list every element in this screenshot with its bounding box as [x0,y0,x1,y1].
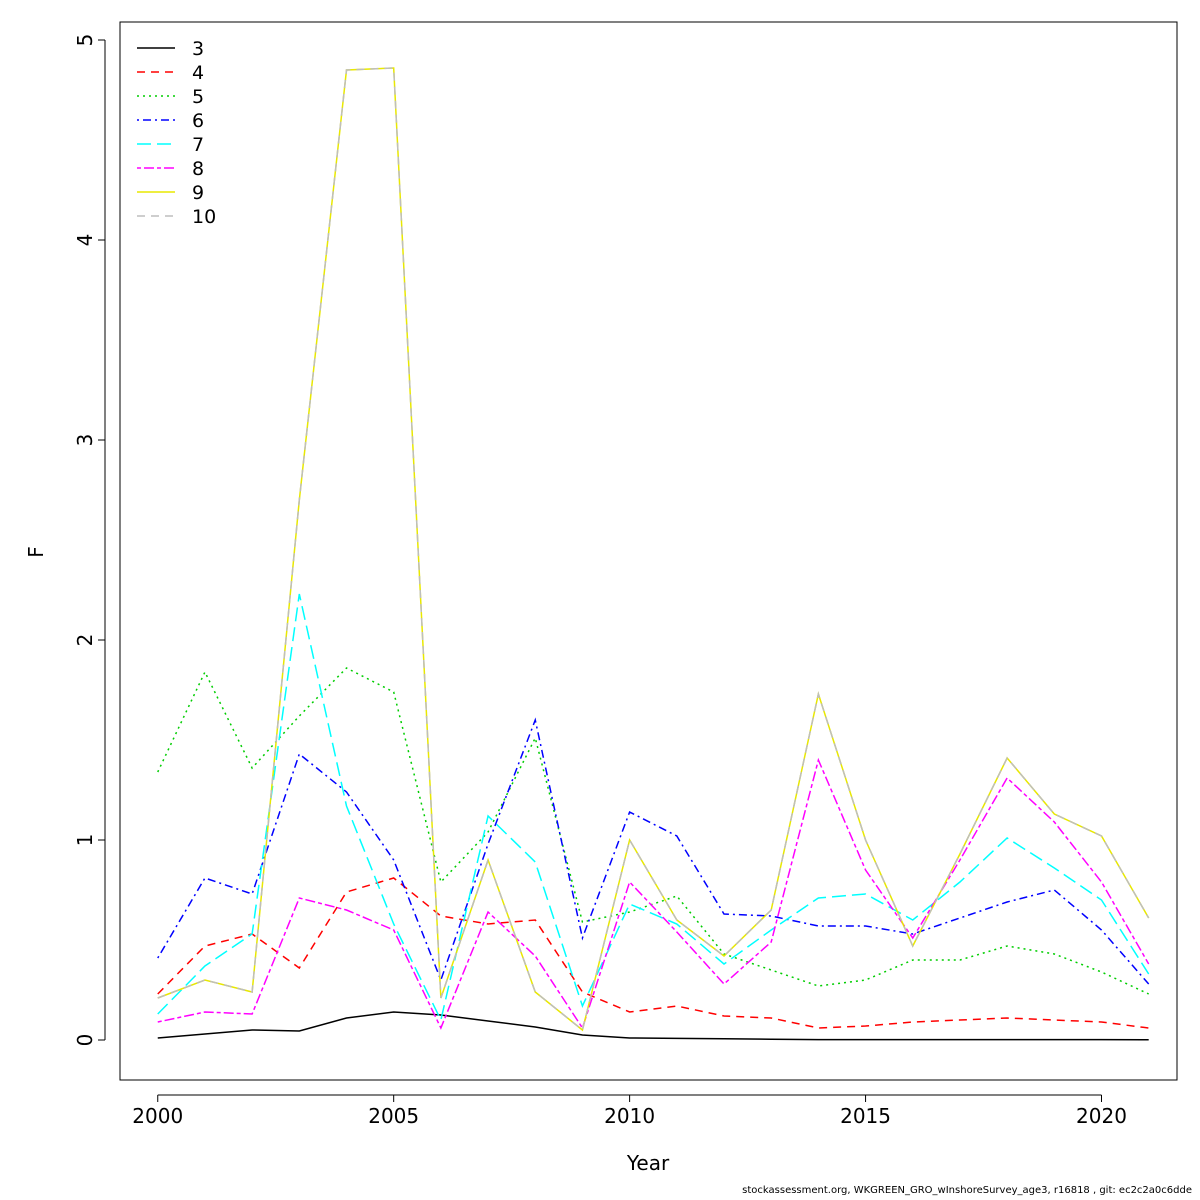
x-tick-label: 2015 [840,1104,891,1128]
legend-label-5: 5 [192,86,204,108]
legend-label-4: 4 [192,62,204,84]
legend-label-9: 9 [192,182,204,204]
y-tick-label: 4 [73,234,97,247]
x-axis: 2000 2005 2010 2015 2020 [132,1094,1127,1128]
plot-frame [119,21,1178,1081]
y-tick-label: 3 [73,434,97,447]
series-line-7 [157,593,1150,1023]
y-tick-label: 5 [73,34,97,47]
x-tick-label: 2005 [368,1104,419,1128]
y-axis: 0 1 2 3 4 5 [73,34,106,1047]
x-axis-label: Year [626,1151,670,1175]
footer-credit: stockassessment.org, WKGREEN_GRO_wInshor… [742,1185,1192,1196]
y-tick-label: 2 [73,634,97,647]
legend-label-3: 3 [192,38,204,60]
y-axis-label: F [24,546,48,558]
series-line-5 [157,667,1150,995]
x-tick-label: 2020 [1076,1104,1127,1128]
y-tick-label: 0 [73,1034,97,1047]
series-line-3 [157,1011,1149,1041]
y-tick-label: 1 [73,834,97,847]
legend-label-10: 10 [192,206,216,228]
series-layer [157,67,1150,1041]
series-line-9 [157,67,1150,1032]
series-line-10 [157,67,1150,1032]
legend-label-7: 7 [192,134,204,156]
x-tick-label: 2010 [604,1104,655,1128]
x-tick-label: 2000 [132,1104,183,1128]
legend-label-6: 6 [192,110,204,132]
series-line-6 [157,717,1150,985]
series-line-8 [157,757,1150,1030]
legend-label-8: 8 [192,158,204,180]
